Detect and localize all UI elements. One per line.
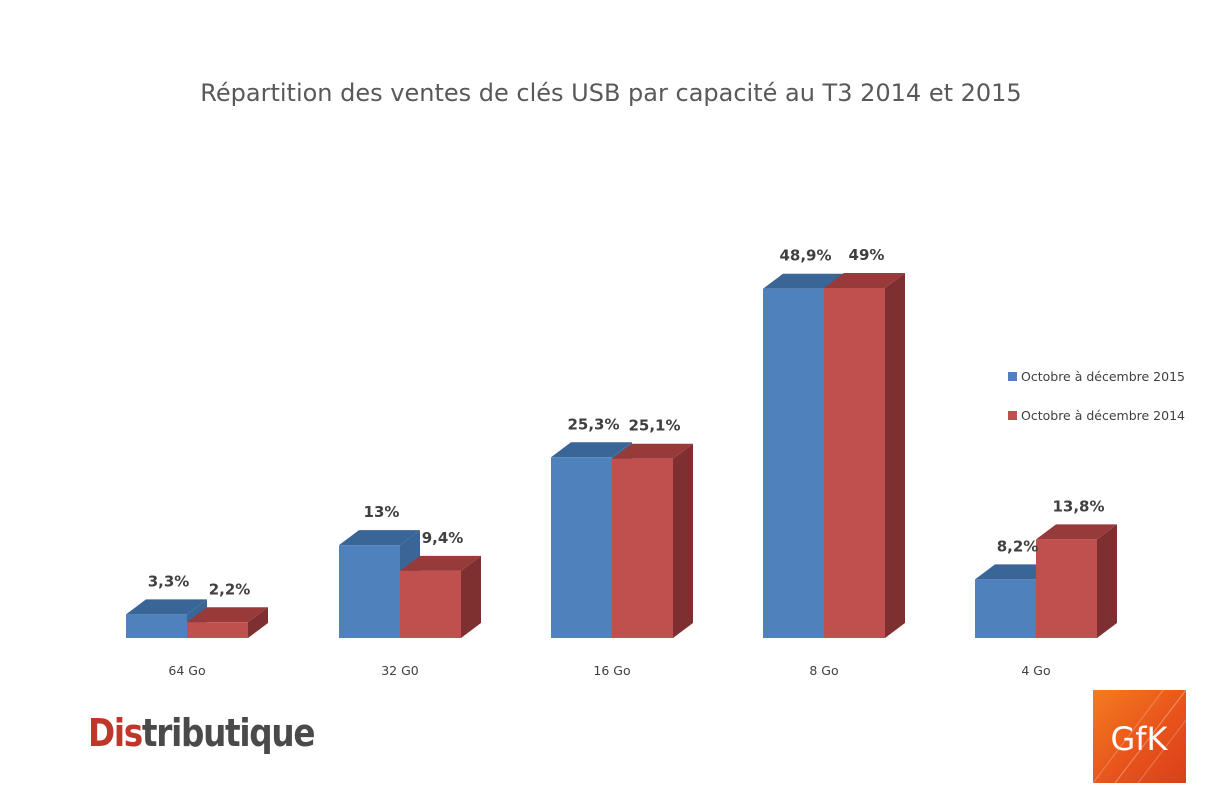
bar-front <box>400 570 461 638</box>
bar-side <box>1097 524 1117 638</box>
legend-label: Octobre à décembre 2014 <box>1021 408 1185 423</box>
data-label: 8,2% <box>997 537 1039 555</box>
bar-2014-8-go <box>824 273 905 638</box>
bar-top <box>763 273 844 289</box>
distributique-logo-dark: tributique <box>141 711 316 755</box>
chart-title: Répartition des ventes de clés USB par c… <box>200 79 1021 107</box>
bar-front <box>763 288 824 638</box>
bar-side <box>248 607 268 638</box>
bar-top <box>612 443 693 459</box>
legend-item: Octobre à décembre 2014 <box>1008 408 1185 423</box>
legend-item: Octobre à décembre 2015 <box>1008 369 1185 384</box>
bar-front <box>339 545 400 638</box>
bar-front <box>551 457 612 638</box>
data-label: 13,8% <box>1052 497 1104 515</box>
data-label: 2,2% <box>209 580 251 598</box>
bar-top <box>975 564 1056 580</box>
bar-2014-32-g0 <box>400 555 481 638</box>
data-label: 13% <box>364 503 400 521</box>
bar-front <box>975 579 1036 638</box>
bar-top <box>551 442 632 458</box>
bar-side <box>673 443 693 638</box>
bar-front <box>824 288 885 638</box>
x-tick-label: 4 Go <box>1021 663 1050 678</box>
x-tick-label: 64 Go <box>168 663 205 678</box>
distributique-logo-red: Dis <box>88 711 143 755</box>
bar-side <box>885 273 905 638</box>
bar-side <box>461 555 481 638</box>
bar-front <box>1036 539 1097 638</box>
data-labels-layer: 3,3% 2,2% 13% 9,4% 25,3% 25,1% 48,9% 49% 8,2% 13,… <box>148 246 1105 598</box>
bar-2014-64-go <box>187 607 268 638</box>
x-tick-label: 32 G0 <box>381 663 419 678</box>
data-label: 25,3% <box>567 415 619 433</box>
bar-top <box>339 530 420 546</box>
data-label: 3,3% <box>148 572 190 590</box>
bar-2014-4-go <box>1036 524 1117 638</box>
data-label: 49% <box>849 246 885 264</box>
bars-layer <box>126 273 1117 638</box>
data-label: 48,9% <box>779 247 831 265</box>
bar-2015-16-go <box>551 442 632 638</box>
bar-top <box>187 607 268 623</box>
distributique-logo: Distributique <box>88 711 316 755</box>
data-label: 9,4% <box>422 529 464 547</box>
bar-top <box>400 555 481 571</box>
category-axis: 64 Go 32 G0 16 Go 8 Go 4 Go <box>168 663 1050 678</box>
bar-top <box>126 599 207 615</box>
x-tick-label: 8 Go <box>809 663 838 678</box>
legend-label: Octobre à décembre 2015 <box>1021 369 1185 384</box>
bar-front <box>612 458 673 638</box>
gfk-logo: GfK <box>1093 690 1186 783</box>
bar-top <box>1036 524 1117 540</box>
bar-front <box>187 622 248 638</box>
bar-front <box>126 614 187 638</box>
legend-swatch <box>1008 411 1017 420</box>
x-tick-label: 16 Go <box>593 663 630 678</box>
gfk-logo-mark: GfK <box>1093 690 1186 783</box>
bar-2014-16-go <box>612 443 693 638</box>
legend-swatch <box>1008 372 1017 381</box>
legend: Octobre à décembre 2015 Octobre à décembr… <box>1008 369 1185 423</box>
data-label: 25,1% <box>628 417 680 435</box>
gfk-logo-text: GfK <box>1110 720 1168 758</box>
bar-top <box>824 273 905 288</box>
